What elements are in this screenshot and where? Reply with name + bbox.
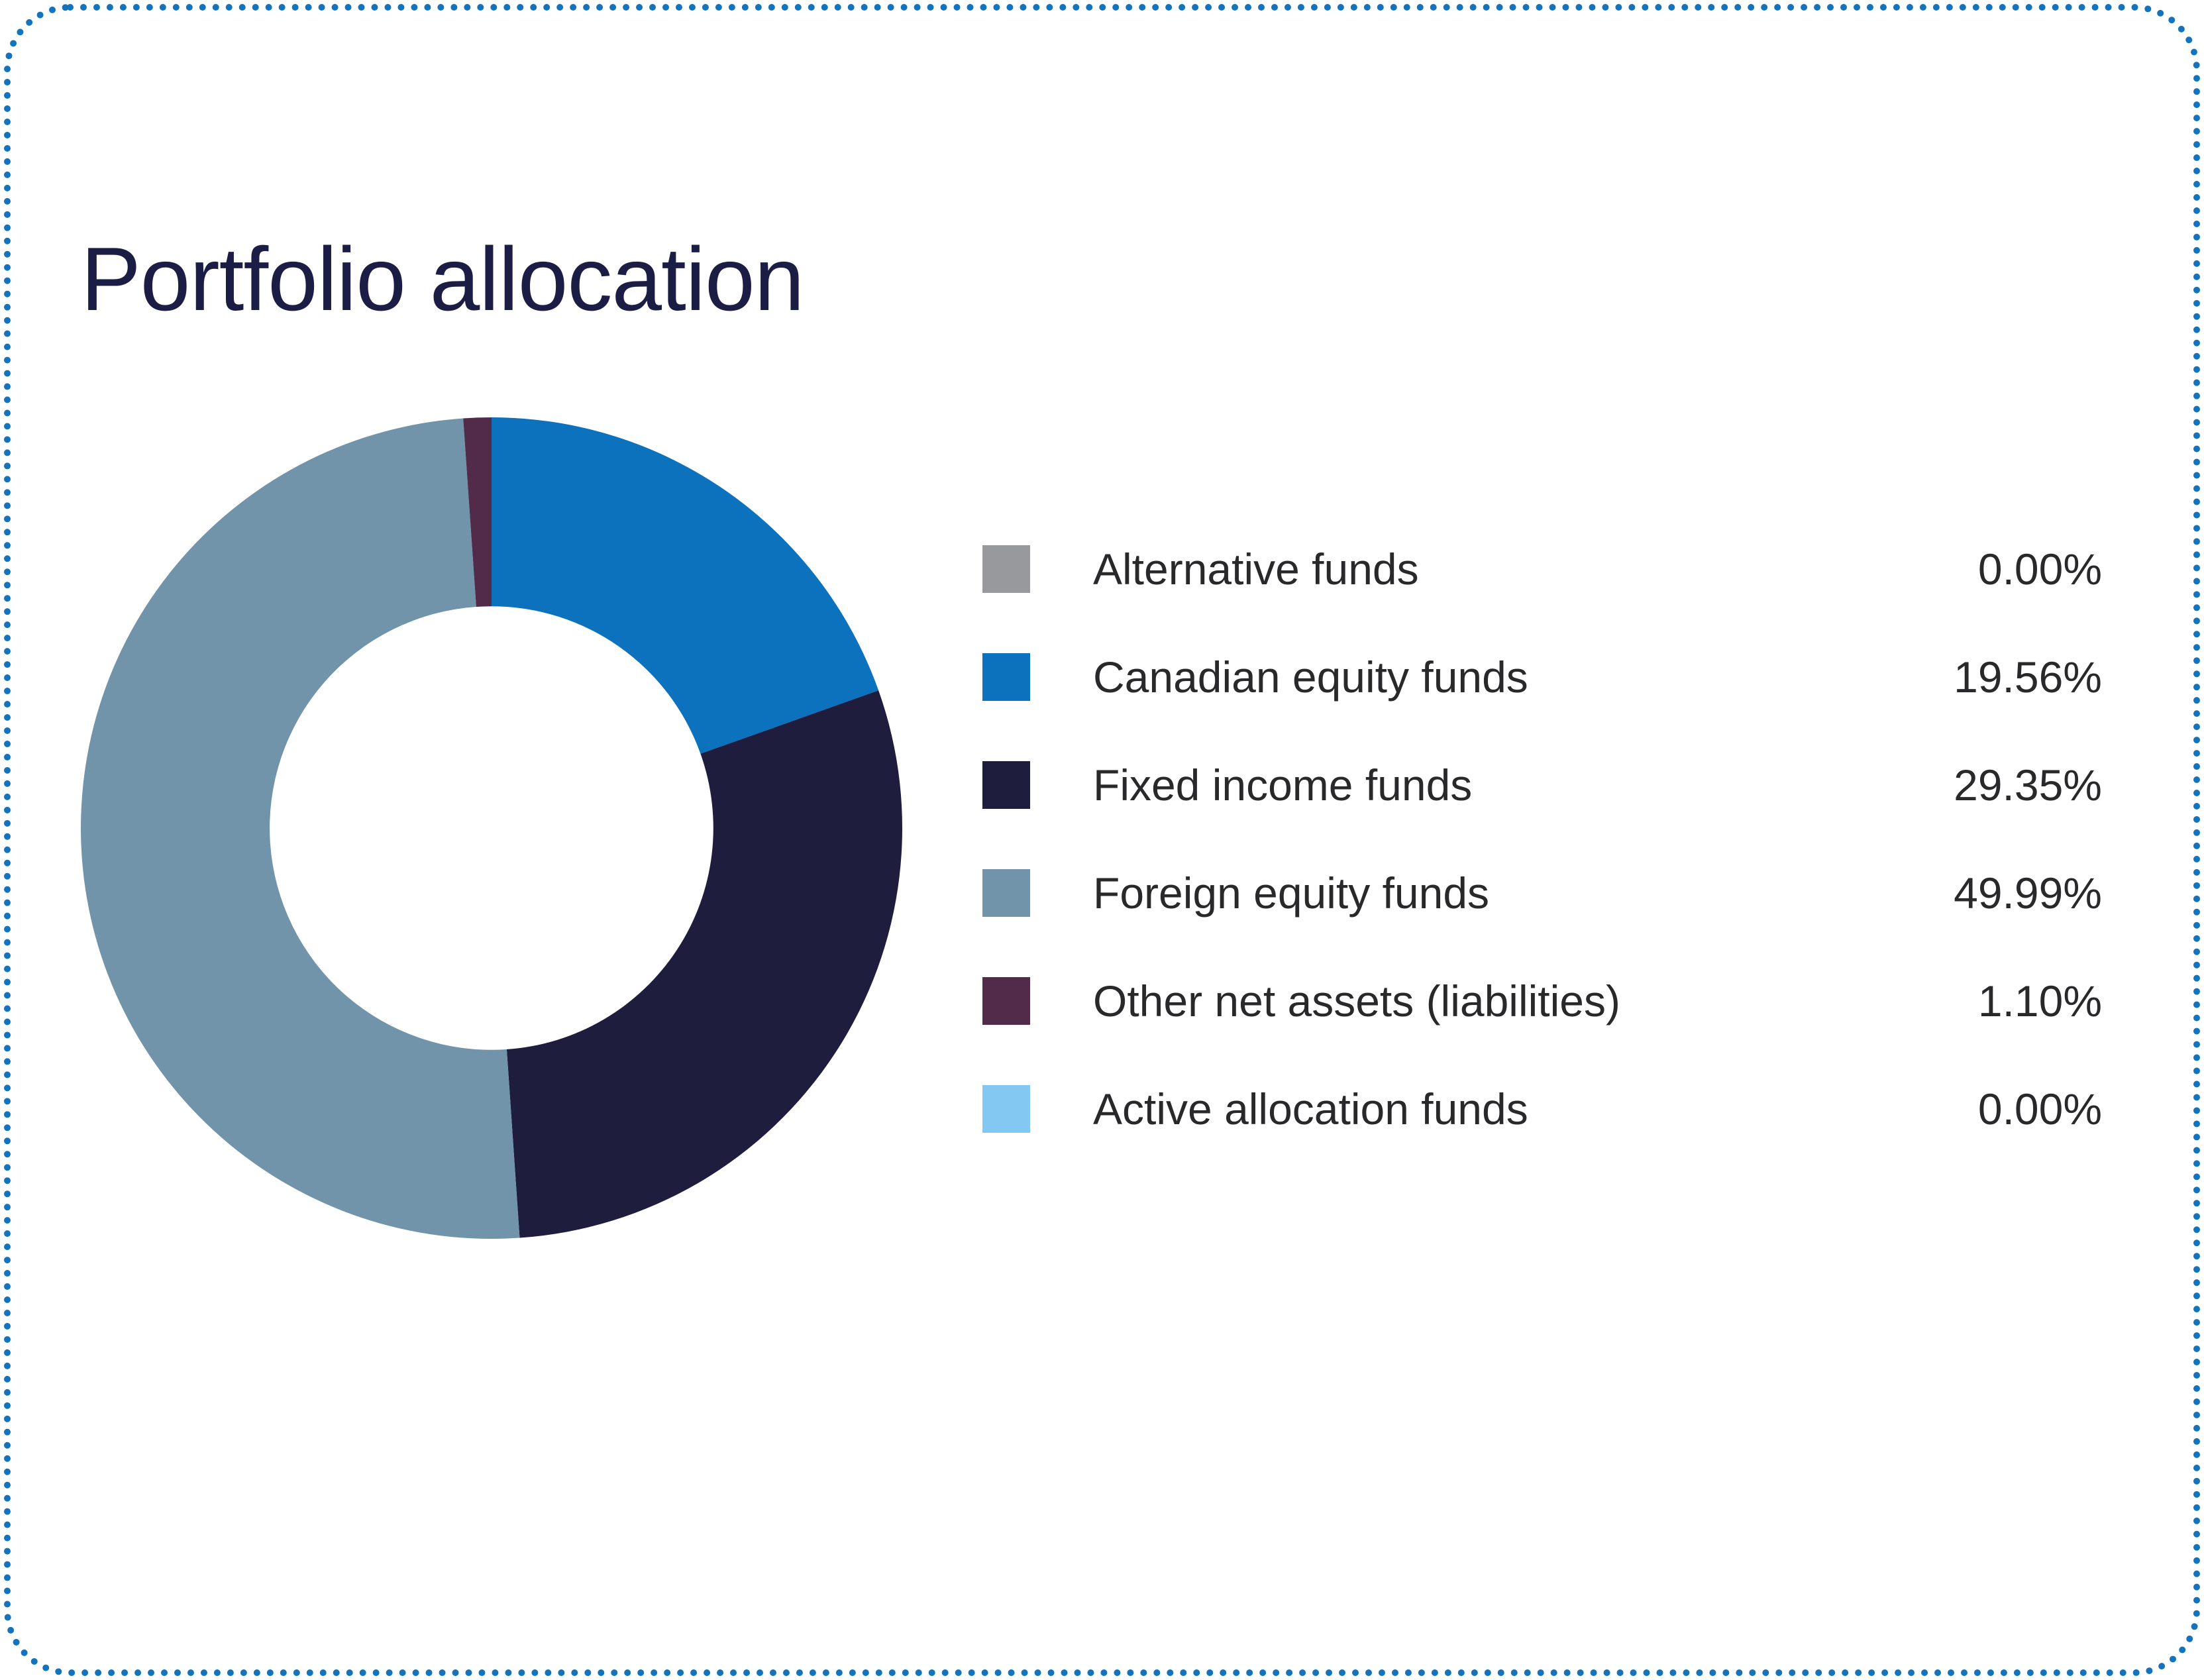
legend-swatch-icon [982, 545, 1030, 593]
legend-value: 0.00% [1977, 1084, 2102, 1133]
donut-chart-svg [81, 417, 902, 1239]
legend-swatch-icon [982, 761, 1030, 809]
legend-value: 0.00% [1977, 545, 2102, 594]
legend-value: 29.35% [1954, 761, 2102, 810]
donut-segment [463, 417, 492, 607]
legend-row-active-allocation-funds: Active allocation funds 0.00% [982, 1085, 2102, 1133]
donut-segment [506, 690, 902, 1238]
legend-swatch-icon [982, 869, 1030, 917]
legend-swatch-icon [982, 977, 1030, 1025]
donut-segment [492, 417, 879, 754]
legend-value: 19.56% [1954, 653, 2102, 702]
legend-value: 49.99% [1954, 868, 2102, 918]
donut-segment [81, 418, 520, 1239]
chart-legend: Alternative funds 0.00% Canadian equity … [982, 545, 2102, 1193]
legend-row-foreign-equity-funds: Foreign equity funds 49.99% [982, 869, 2102, 917]
legend-label: Canadian equity funds [1093, 653, 1528, 702]
legend-value: 1.10% [1977, 976, 2102, 1025]
legend-label: Alternative funds [1093, 545, 1419, 594]
legend-row-canadian-equity-funds: Canadian equity funds 19.56% [982, 653, 2102, 701]
legend-row-other-net-assets: Other net assets (liabilities) 1.10% [982, 977, 2102, 1025]
legend-label: Other net assets (liabilities) [1093, 976, 1620, 1025]
donut-chart [54, 391, 929, 1265]
page-title: Portfolio allocation [81, 229, 804, 330]
legend-row-fixed-income-funds: Fixed income funds 29.35% [982, 761, 2102, 809]
legend-label: Fixed income funds [1093, 761, 1473, 810]
legend-label: Foreign equity funds [1093, 868, 1490, 918]
legend-swatch-icon [982, 653, 1030, 701]
legend-row-alternative-funds: Alternative funds 0.00% [982, 545, 2102, 593]
legend-label: Active allocation funds [1093, 1084, 1528, 1133]
legend-swatch-icon [982, 1085, 1030, 1133]
